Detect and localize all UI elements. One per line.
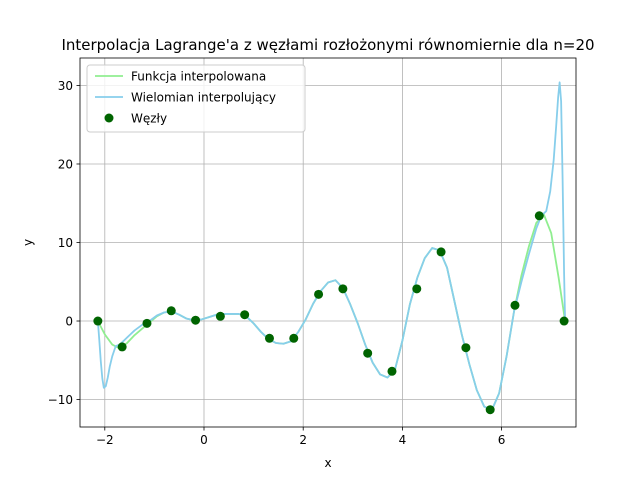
y-axis-ticks: −10 0 10 20 30 [48,79,80,407]
chart-title: Interpolacja Lagrange'a z węzłami rozłoż… [61,36,594,54]
y-axis-label: y [21,239,35,246]
node-point [289,333,299,343]
x-axis-ticks: −2 0 2 4 6 [96,427,505,447]
y-tick-label: 0 [65,315,73,329]
node-point [436,247,446,257]
node-point [338,284,348,294]
legend-label-function: Funkcja interpolowana [131,70,266,84]
x-tick-label: 6 [498,433,506,447]
node-point [510,300,520,310]
node-point [117,342,127,352]
y-tick-label: 10 [58,236,73,250]
node-point [166,306,176,316]
node-point [264,333,274,343]
node-point [387,366,397,376]
x-axis-label: x [324,456,331,470]
legend-marker-nodes [104,113,114,123]
legend-label-polynomial: Wielomian interpolujący [131,91,276,105]
node-point [412,284,422,294]
node-point [93,316,103,326]
legend-label-nodes: Węzły [131,112,167,126]
node-point [485,405,495,415]
x-tick-label: 0 [200,433,208,447]
legend-box [86,64,306,133]
x-tick-label: 4 [399,433,407,447]
node-point [240,310,250,320]
node-point [534,211,544,221]
node-point [314,289,324,299]
y-tick-label: 30 [58,79,73,93]
node-point [215,311,225,321]
node-point [559,316,569,326]
series-layer [93,81,569,415]
node-point [191,315,201,325]
node-point [461,343,471,353]
legend: Funkcja interpolowana Wielomian interpol… [86,64,306,133]
x-tick-label: 2 [299,433,307,447]
x-tick-label: −2 [96,433,114,447]
node-point [363,348,373,358]
y-tick-label: −10 [48,393,73,407]
node-point [142,318,152,328]
y-tick-label: 20 [58,157,73,171]
polynomial-line [96,81,566,412]
